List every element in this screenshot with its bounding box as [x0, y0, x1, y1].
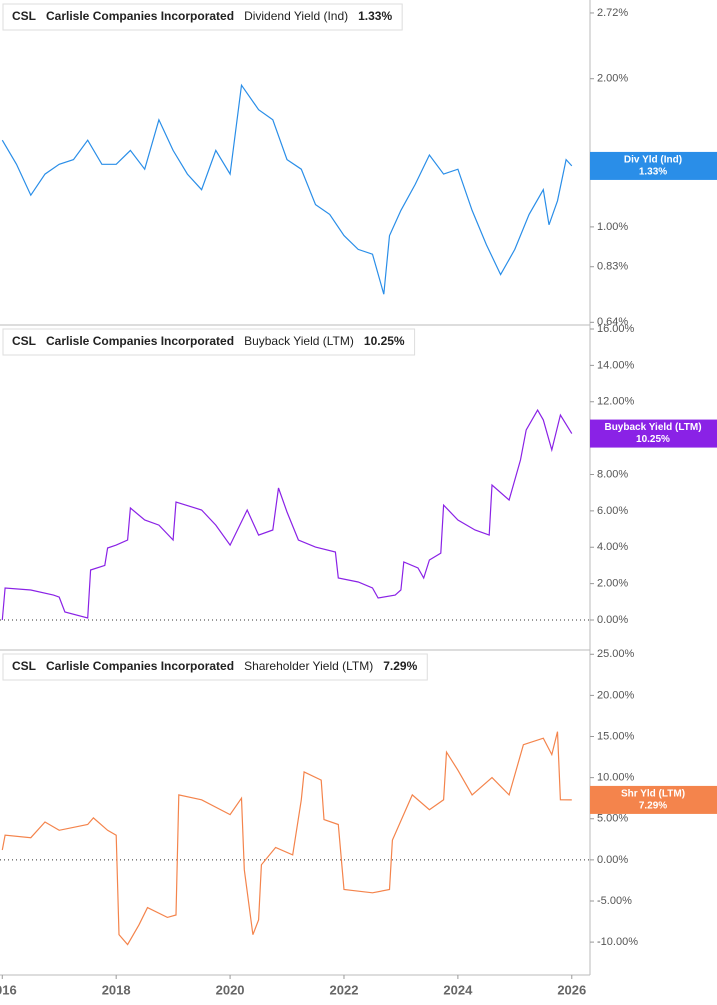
x-tick-label: 2022	[330, 982, 359, 997]
y-tick-label: 25.00%	[597, 648, 635, 660]
y-tick-label: 15.00%	[597, 730, 635, 742]
x-tick-label: 2026	[557, 982, 586, 997]
line-series	[1, 408, 573, 621]
y-tick-label: 0.64%	[597, 316, 628, 328]
y-tick-label: 5.00%	[597, 813, 628, 825]
badge-label: Div Yld (Ind)	[624, 155, 682, 166]
header-company: Carlisle Companies Incorporated	[46, 334, 234, 348]
header: CSL Carlisle Companies Incorporated Divide…	[2, 3, 403, 31]
badge-value: 10.25%	[636, 434, 670, 445]
badge-value: 7.29%	[639, 801, 667, 812]
x-tick-label: 2024	[443, 982, 473, 997]
x-tick-label: 2018	[102, 982, 131, 997]
header-value: 7.29%	[383, 659, 417, 673]
y-tick-label: 0.00%	[597, 854, 628, 866]
line-series	[1, 731, 572, 946]
header-company: Carlisle Companies Incorporated	[46, 659, 234, 673]
header-ticker: CSL	[12, 334, 36, 348]
header-ticker: CSL	[12, 9, 36, 23]
y-tick-label: 2.72%	[597, 7, 628, 19]
header-company: Carlisle Companies Incorporated	[46, 9, 234, 23]
header: CSL Carlisle Companies Incorporated Shareh…	[2, 653, 428, 681]
y-tick-label: 10.00%	[597, 772, 635, 784]
y-tick-label: 2.00%	[597, 578, 628, 590]
x-tick-label: 2016	[0, 982, 17, 997]
value-badge	[590, 785, 717, 814]
y-tick-label: 8.00%	[597, 468, 628, 480]
y-tick-label: 1.00%	[597, 221, 628, 233]
header-box	[2, 328, 416, 356]
header-value: 10.25%	[364, 334, 405, 348]
header-box	[2, 3, 403, 31]
value-badge	[590, 419, 717, 448]
y-tick-label: -10.00%	[597, 936, 638, 948]
y-tick-label: 0.00%	[597, 614, 628, 626]
y-tick-label: 2.00%	[597, 73, 628, 85]
y-tick-label: 14.00%	[597, 359, 635, 371]
x-tick-label: 2020	[216, 982, 245, 997]
header-ticker: CSL	[12, 659, 36, 673]
y-tick-label: 4.00%	[597, 541, 628, 553]
y-tick-label: 6.00%	[597, 505, 628, 517]
badge-label: Buyback Yield (LTM)	[604, 422, 701, 433]
y-tick-label: -5.00%	[597, 895, 632, 907]
header-metric: Buyback Yield (LTM)	[244, 334, 354, 348]
header-metric: Shareholder Yield (LTM)	[244, 659, 373, 673]
header-metric: Dividend Yield (Ind)	[244, 9, 348, 23]
value-badge	[590, 151, 717, 180]
header-box	[2, 653, 428, 681]
y-tick-label: 12.00%	[597, 396, 635, 408]
y-tick-label: 16.00%	[597, 323, 635, 335]
line-series	[1, 83, 573, 295]
header: CSL Carlisle Companies Incorporated Buybac…	[2, 328, 416, 356]
y-tick-label: 0.83%	[597, 261, 628, 273]
header-value: 1.33%	[358, 9, 392, 23]
y-tick-label: 20.00%	[597, 689, 635, 701]
badge-value: 1.33%	[639, 167, 667, 178]
badge-label: Shr Yld (LTM)	[621, 789, 685, 800]
